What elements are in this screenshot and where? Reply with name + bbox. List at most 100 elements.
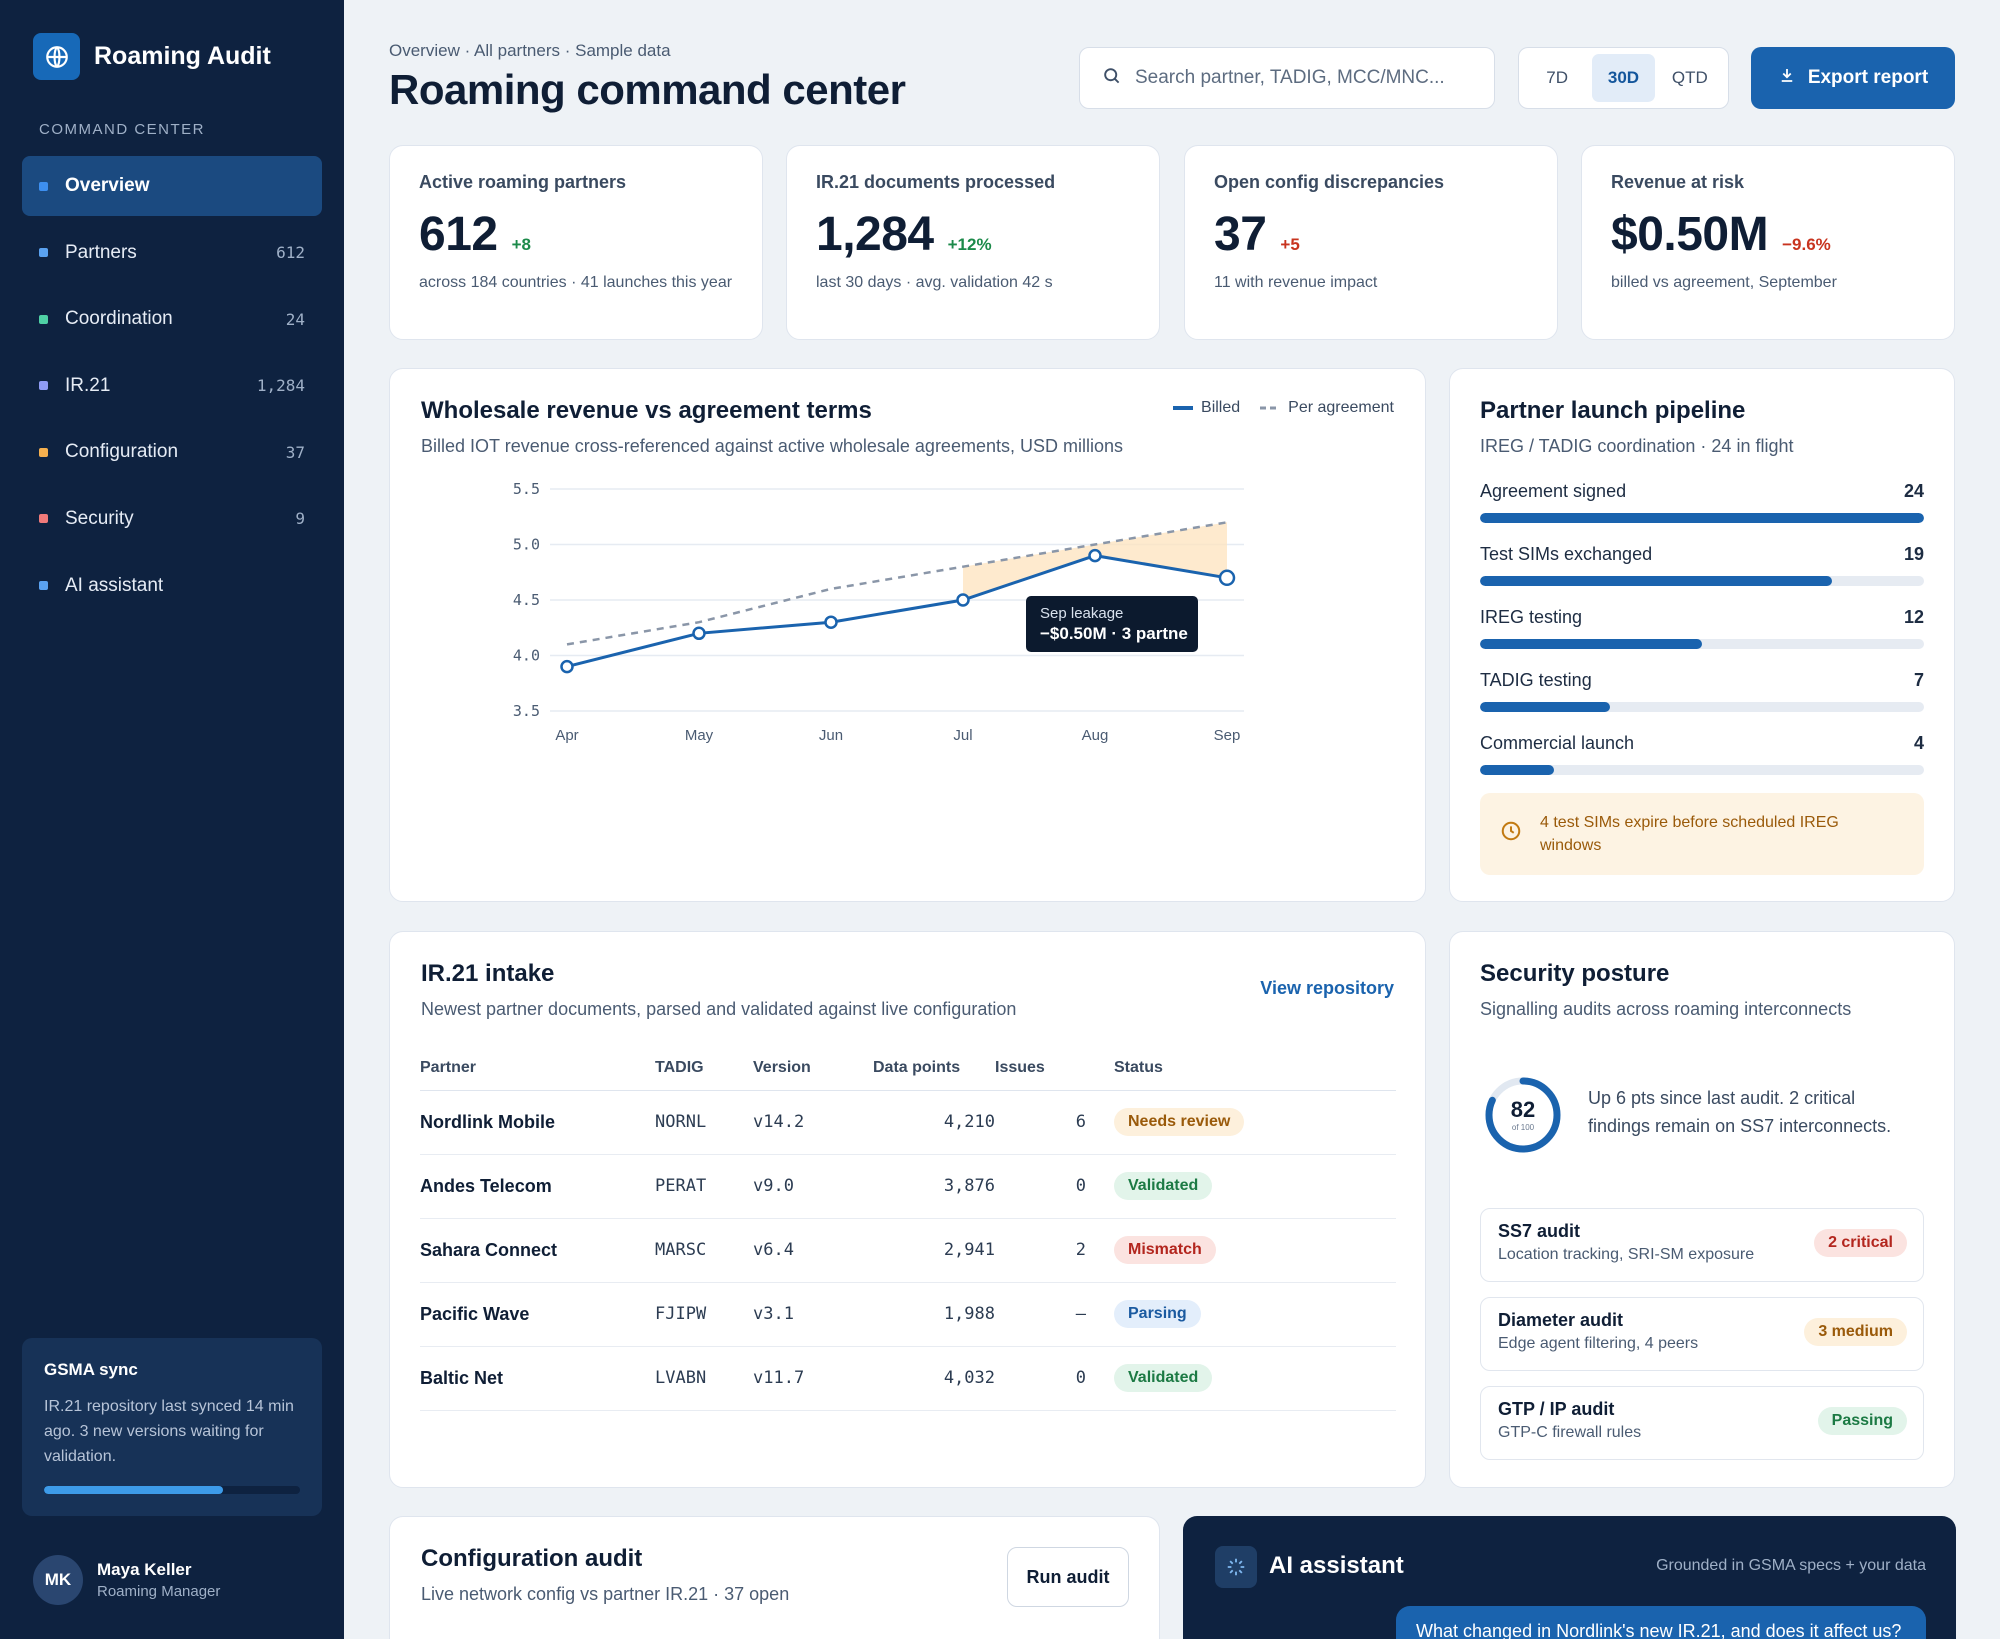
range-qtd-button[interactable]: QTD: [1671, 68, 1708, 87]
x-tick-label: Aug: [1082, 727, 1109, 744]
kpi-value: $0.50M: [1611, 208, 1769, 261]
cell-version: v9.0: [753, 1154, 873, 1219]
app-name: Roaming Audit: [94, 42, 271, 70]
sidebar-item-configuration[interactable]: Configuration 37: [22, 422, 322, 482]
audit-item-gtp-ip[interactable]: GTP / IP audit GTP-C firewall rules Pass…: [1480, 1386, 1924, 1460]
cell-tadig: PERAT: [655, 1154, 753, 1219]
run-audit-button[interactable]: Run audit: [1007, 1547, 1129, 1607]
sync-title: GSMA sync: [44, 1360, 138, 1379]
nav-heading: COMMAND CENTER: [39, 121, 205, 138]
security-posture-card: Security posture Signalling audits acros…: [1449, 931, 1955, 1488]
user-profile[interactable]: MK Maya Keller Roaming Manager: [33, 1555, 220, 1605]
x-tick-label: May: [685, 727, 714, 744]
warning-text: 4 test SIMs expire before scheduled IREG…: [1540, 814, 1839, 854]
stage-count: 12: [1903, 607, 1924, 627]
nav-dot-icon: [39, 447, 48, 457]
x-tick-label: Apr: [555, 727, 578, 744]
security-score: 82: [1510, 1097, 1536, 1122]
legend-item-agreement: Per agreement: [1260, 399, 1394, 417]
card-subtitle: Live network config vs partner IR.21 · 3…: [421, 1584, 790, 1604]
table-row[interactable]: Baltic Net LVABN v11.7 4,032 0 Validated: [420, 1346, 1396, 1411]
user-role: Roaming Manager: [97, 1583, 221, 1600]
series-line-per-agreement: [566, 521, 1228, 646]
stage-label: Agreement signed: [1480, 481, 1627, 501]
sidebar-item-overview[interactable]: Overview: [22, 156, 322, 216]
column-header-issues[interactable]: Issues: [995, 1046, 1086, 1091]
sidebar-item-coordination[interactable]: Coordination 24: [22, 289, 322, 349]
column-header-tadig[interactable]: TADIG: [655, 1046, 753, 1091]
stage-label: Test SIMs exchanged: [1480, 544, 1653, 564]
page-title: Roaming command center: [389, 66, 906, 113]
sidebar-item-count: 9: [295, 509, 305, 529]
nav-dot-icon: [39, 514, 48, 524]
security-score-gauge: 82 of 100: [1483, 1075, 1563, 1155]
launch-pipeline-card: Partner launch pipeline IREG / TADIG coo…: [1449, 368, 1955, 902]
y-tick-label: 3.5: [513, 702, 540, 720]
audit-item-ss7[interactable]: SS7 audit Location tracking, SRI-SM expo…: [1480, 1208, 1924, 1282]
sidebar-item-partners[interactable]: Partners 612: [22, 223, 322, 283]
brand[interactable]: Roaming Audit: [33, 33, 271, 80]
kpi-value: 37: [1214, 208, 1267, 261]
kpi-value: 612: [419, 208, 498, 261]
globe-icon: [33, 33, 80, 80]
stage-progress-bar: [1480, 765, 1924, 775]
severity-badge: Passing: [1817, 1407, 1907, 1435]
cell-issues: 0: [995, 1154, 1086, 1219]
column-header-status[interactable]: Status: [1086, 1046, 1396, 1091]
stage-count: 19: [1903, 544, 1924, 564]
audit-title: Diameter audit: [1498, 1310, 1624, 1330]
column-header-data-points[interactable]: Data points: [873, 1046, 995, 1091]
cell-partner: Nordlink Mobile: [420, 1090, 655, 1155]
sync-text: IR.21 repository last synced 14 min ago.…: [44, 1398, 294, 1465]
card-title: Partner launch pipeline: [1480, 397, 1746, 424]
avatar: MK: [33, 1555, 83, 1605]
kpi-label: Active roaming partners: [419, 172, 627, 192]
sidebar-item-label: AI assistant: [65, 574, 164, 596]
range-7d-button[interactable]: 7D: [1546, 68, 1569, 87]
date-range-toggle: 7D 30D QTD: [1518, 47, 1729, 109]
search-input[interactable]: [1135, 67, 1475, 89]
export-report-button[interactable]: Export report: [1751, 47, 1955, 109]
stage-progress-fill: [1480, 765, 1554, 775]
audit-subtitle: Edge agent filtering, 4 peers: [1498, 1335, 1699, 1352]
kpi-delta: +12%: [947, 235, 992, 254]
view-repository-link[interactable]: View repository: [1260, 978, 1394, 998]
sidebar-item-label: IR.21: [65, 374, 111, 396]
nav-dot-icon: [39, 314, 48, 324]
cell-issues: 2: [995, 1218, 1086, 1283]
kpi-card-ir21-documents: IR.21 documents processed 1,284 +12% las…: [786, 145, 1160, 340]
audit-item-diameter[interactable]: Diameter audit Edge agent filtering, 4 p…: [1480, 1297, 1924, 1371]
table-row[interactable]: Pacific Wave FJIPW v3.1 1,988 — Parsing: [420, 1282, 1396, 1347]
revenue-chart-card: Wholesale revenue vs agreement terms Bil…: [389, 368, 1426, 902]
y-tick-label: 5.5: [513, 480, 540, 498]
kpi-delta: +8: [511, 235, 531, 254]
cell-issues: 0: [995, 1346, 1086, 1411]
data-point-billed: [1218, 569, 1236, 587]
legend-item-billed: Billed: [1173, 399, 1240, 417]
search-icon: [1102, 66, 1121, 90]
x-tick-label: Jun: [819, 727, 843, 744]
legend-label: Billed: [1201, 399, 1241, 416]
column-header-version[interactable]: Version: [753, 1046, 873, 1091]
cell-partner: Andes Telecom: [420, 1154, 655, 1219]
table-row[interactable]: Andes Telecom PERAT v9.0 3,876 0 Validat…: [420, 1154, 1396, 1219]
data-point-billed: [692, 626, 706, 641]
cell-data-points: 2,941: [873, 1218, 995, 1283]
security-summary: Up 6 pts since last audit. 2 critical fi…: [1588, 1088, 1892, 1136]
stage-progress-bar: [1480, 576, 1924, 586]
cell-partner: Sahara Connect: [420, 1218, 655, 1283]
card-title: Wholesale revenue vs agreement terms: [421, 397, 872, 424]
table-row[interactable]: Nordlink Mobile NORNL v14.2 4,210 6 Need…: [420, 1090, 1396, 1155]
severity-badge: 2 critical: [1814, 1229, 1907, 1257]
sidebar-item-security[interactable]: Security 9: [22, 489, 322, 549]
cell-version: v11.7: [753, 1346, 873, 1411]
sidebar-item-ir21[interactable]: IR.21 1,284: [22, 356, 322, 416]
ir21-intake-card: IR.21 intake Newest partner documents, p…: [389, 931, 1426, 1488]
column-header-partner[interactable]: Partner: [420, 1046, 655, 1091]
sidebar-item-ai-assistant[interactable]: AI assistant: [22, 556, 322, 616]
range-30d-button[interactable]: 30D: [1592, 54, 1655, 102]
cell-partner: Pacific Wave: [420, 1282, 655, 1347]
table-row[interactable]: Sahara Connect MARSC v6.4 2,941 2 Mismat…: [420, 1218, 1396, 1283]
y-tick-label: 4.0: [513, 647, 540, 665]
search-box[interactable]: [1079, 47, 1495, 109]
